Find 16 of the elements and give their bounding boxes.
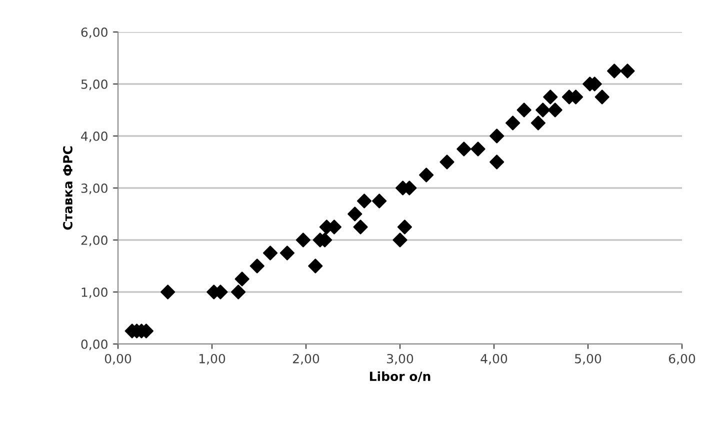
x-tick-label: 0,00 <box>104 354 132 365</box>
y-tick-label: 2,00 <box>81 235 108 246</box>
y-tick-label: 1,00 <box>82 287 108 298</box>
y-tick-label: 6,00 <box>81 27 108 38</box>
x-tick-label: 6,00 <box>668 354 696 365</box>
x-axis-title: Libor o/n <box>370 371 430 382</box>
y-tick-label: 4,00 <box>81 131 108 142</box>
y-tick-label: 5,00 <box>81 79 108 90</box>
y-axis-title: Ставка ФРС <box>63 146 72 230</box>
x-tick-label: 3,00 <box>387 354 414 365</box>
y-tick-label: 3,00 <box>81 183 108 194</box>
x-tick-label: 5,00 <box>575 354 602 365</box>
y-tick-label: 0,00 <box>81 339 108 350</box>
x-tick-label: 2,00 <box>293 354 320 365</box>
x-tick-label: 4,00 <box>480 354 508 365</box>
x-tick-label: 1,00 <box>199 354 226 365</box>
